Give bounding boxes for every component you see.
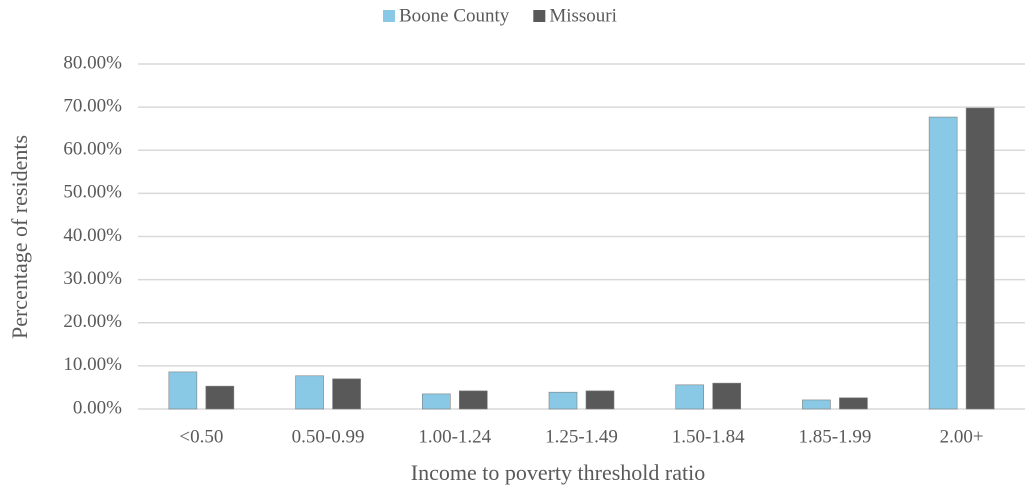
bar bbox=[205, 385, 235, 410]
x-axis-title: Income to poverty threshold ratio bbox=[411, 460, 705, 485]
bar bbox=[965, 107, 995, 410]
bar bbox=[712, 382, 742, 410]
x-tick-label: 1.00-1.24 bbox=[418, 426, 491, 447]
y-tick-label: 80.00% bbox=[63, 52, 122, 73]
bar bbox=[839, 397, 868, 410]
bar bbox=[295, 375, 324, 410]
bar bbox=[332, 378, 361, 410]
bar bbox=[802, 399, 831, 410]
legend-label: Missouri bbox=[549, 5, 617, 26]
y-tick-label: 20.00% bbox=[63, 311, 122, 332]
x-tick-label: 2.00+ bbox=[940, 426, 984, 447]
x-tick-label: 1.85-1.99 bbox=[799, 426, 872, 447]
legend-swatch bbox=[383, 10, 395, 22]
bar bbox=[548, 391, 578, 410]
x-tick-label: 0.50-0.99 bbox=[292, 426, 365, 447]
y-axis-title: Percentage of residents bbox=[7, 135, 32, 339]
legend-label: Boone County bbox=[399, 5, 510, 26]
x-tick-label: 1.25-1.49 bbox=[545, 426, 618, 447]
bar bbox=[421, 393, 451, 410]
y-tick-label: 0.00% bbox=[73, 397, 122, 418]
bar bbox=[458, 390, 488, 410]
y-tick-label: 40.00% bbox=[63, 225, 122, 246]
bar bbox=[585, 390, 615, 410]
bar bbox=[168, 371, 198, 410]
x-tick-label: 1.50-1.84 bbox=[672, 426, 745, 447]
legend-swatch bbox=[533, 10, 546, 22]
bar bbox=[675, 384, 705, 410]
y-tick-label: 10.00% bbox=[63, 354, 122, 375]
y-tick-label: 50.00% bbox=[63, 182, 122, 203]
bar bbox=[928, 116, 958, 410]
y-tick-label: 60.00% bbox=[63, 139, 122, 160]
x-tick-label: <0.50 bbox=[179, 426, 223, 447]
y-tick-label: 30.00% bbox=[63, 268, 122, 289]
y-tick-label: 70.00% bbox=[63, 95, 122, 116]
